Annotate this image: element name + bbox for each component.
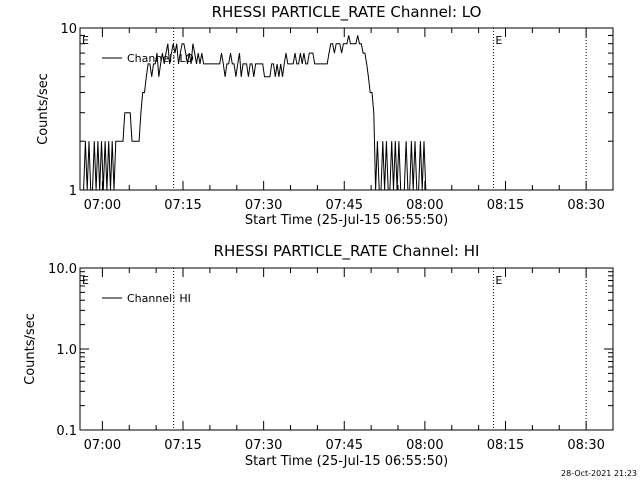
x-tick-label: 07:00: [84, 438, 121, 453]
x-axis-label: Start Time (25-Jul-15 06:55:50): [245, 454, 448, 469]
x-tick-label: 08:30: [567, 438, 604, 453]
x-tick-label: 07:15: [164, 438, 201, 453]
plot-frame: [79, 27, 614, 191]
x-tick-label: 08:00: [406, 438, 443, 453]
chart-title: RHESSI PARTICLE_RATE Channel: HI: [214, 242, 480, 261]
x-tick-label: 07:15: [164, 198, 201, 213]
x-tick-label: 07:30: [245, 438, 282, 453]
x-tick-label: 07:00: [84, 198, 121, 213]
event-marker: E: [82, 274, 89, 287]
panel-1: RHESSI PARTICLE_RATE Channel: LO 1 10 Count…: [36, 3, 614, 228]
footer-date: 28-Oct-2021 21:23: [561, 469, 637, 478]
event-marker: E: [495, 274, 502, 287]
chart-title: RHESSI PARTICLE_RATE Channel: LO: [212, 3, 482, 22]
x-tick-label: 08:00: [406, 198, 443, 213]
y-axis-label: Counts/sec: [36, 73, 51, 145]
x-tick-label: 08:15: [487, 438, 524, 453]
x-axis-label: Start Time (25-Jul-15 06:55:50): [245, 213, 448, 228]
x-tick-label: 08:30: [567, 198, 604, 213]
y-tick-label: 10.0: [48, 262, 77, 277]
event-marker: E: [82, 34, 89, 47]
y-tick-label: 10: [60, 22, 77, 37]
x-tick-label: 07:45: [326, 198, 363, 213]
y-tick-label: 1: [69, 184, 77, 199]
series-line: [83, 35, 437, 191]
legend-label: Channel: HI: [127, 292, 191, 305]
y-tick-label: 1.0: [56, 343, 77, 358]
y-tick-label: 0.1: [56, 424, 77, 439]
x-tick-label: 07:45: [326, 438, 363, 453]
event-marker: E: [495, 34, 502, 47]
x-tick-label: 07:30: [245, 198, 282, 213]
y-axis-label: Counts/sec: [23, 313, 38, 385]
panel-2: RHESSI PARTICLE_RATE Channel: HI 0.1 1.0 10…: [23, 242, 614, 469]
x-tick-label: 08:15: [487, 198, 524, 213]
